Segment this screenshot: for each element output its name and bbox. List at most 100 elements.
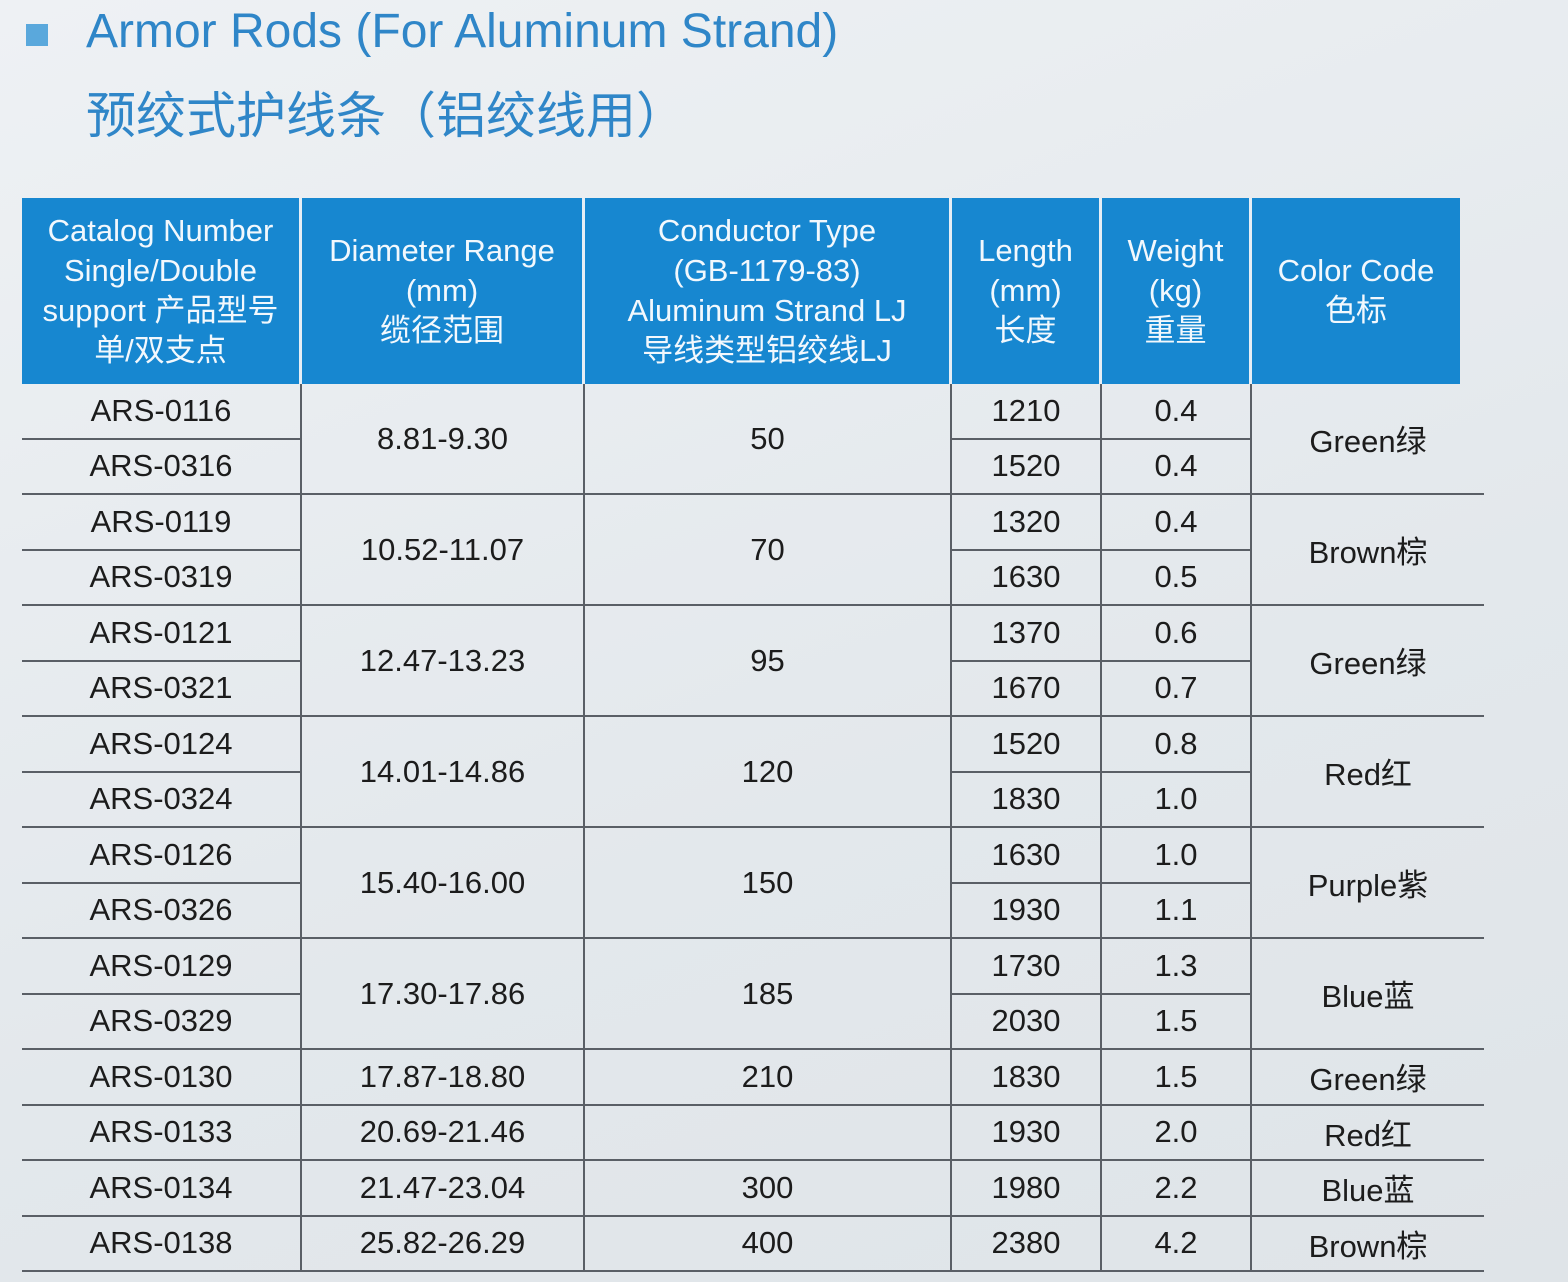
diameter-cell: 8.81-9.30 [302,384,585,495]
catalog-cell: ARS-0119 [22,495,302,551]
cell-text: 25.82-26.29 [359,1225,526,1261]
weight-cell: 1.0 [1102,828,1252,884]
cell-text: Diameter Range [329,233,555,268]
catalog-cell: ARS-0133 [22,1105,302,1161]
cell-text: Brown棕 [1308,1228,1428,1264]
cell-text: 1930 [991,892,1061,928]
catalog-cell: ARS-0316 [22,439,302,495]
weight-cell: 1.5 [1102,994,1252,1050]
weight-cell: 1.1 [1102,883,1252,939]
catalog-cell: ARS-0326 [22,883,302,939]
cell-text: 0.7 [1154,670,1198,706]
cell-text: Blue蓝 [1321,979,1415,1014]
cell-text: Blue蓝 [1321,1173,1415,1209]
cell-text: 1370 [991,614,1061,650]
conductor-cell: 185 [585,939,952,1050]
conductor-cell: 70 [585,495,952,606]
color-cell: Red红 [1252,717,1484,828]
length-cell: 1730 [952,939,1102,995]
cell-text: 缆径范围 [380,313,504,348]
conductor-cell: 95 [585,606,952,717]
cell-text: 8.81-9.30 [377,420,508,456]
catalog-cell: ARS-0329 [22,994,302,1050]
cell-text: 1.5 [1154,1003,1198,1039]
header-cell: Weight (kg) 重量 [1102,198,1252,384]
cell-text: ARS-0326 [89,892,233,928]
cell-text: Weight [1127,233,1224,268]
cell-text: ARS-0116 [90,392,232,428]
cell-text: Length [978,233,1073,268]
catalog-cell: ARS-0126 [22,828,302,884]
length-cell: 1930 [952,1105,1102,1161]
weight-cell: 4.2 [1102,1216,1252,1272]
color-cell: Blue蓝 [1252,1161,1484,1217]
cell-text: Catalog Number [47,213,274,248]
cell-text: 1670 [991,670,1061,706]
header-cell: Color Code 色标 [1252,198,1460,384]
header-cell: Conductor Type (GB-1179-83) Aluminum Stran… [585,198,952,384]
cell-text: ARS-0124 [89,725,233,761]
diameter-cell: 12.47-13.23 [302,606,585,717]
cell-text: 1.0 [1154,836,1198,872]
cell-text: 导线类型铝绞线LJ [642,333,892,368]
cell-text: ARS-0321 [89,670,233,706]
cell-text: ARS-0134 [89,1169,233,1205]
cell-text: 0.4 [1154,503,1198,539]
cell-text: 2030 [991,1003,1061,1039]
catalog-cell: ARS-0129 [22,939,302,995]
cell-text: ARS-0329 [89,1003,233,1039]
cell-text: 50 [750,420,785,456]
weight-cell: 2.0 [1102,1105,1252,1161]
header-cell: Catalog Number Single/Double support 产品型号单… [22,198,302,384]
cell-text: 185 [741,975,794,1011]
subtitle: 预绞式护线条（铝绞线用） [86,88,686,144]
cell-text: 0.4 [1154,392,1198,428]
diameter-cell: 15.40-16.00 [302,828,585,939]
weight-cell: 0.6 [1102,606,1252,662]
length-cell: 1520 [952,439,1102,495]
cell-text: ARS-0130 [89,1058,233,1094]
cell-text: support 产品型号 [42,293,279,328]
cell-text: ARS-0119 [90,503,232,539]
cell-text: 1.3 [1154,947,1198,983]
diameter-cell: 20.69-21.46 [302,1105,585,1161]
cell-text: (mm) [989,273,1062,308]
conductor-cell [585,1105,952,1161]
catalog-cell: ARS-0138 [22,1216,302,1272]
cell-text: 1730 [991,947,1061,983]
diameter-cell: 17.87-18.80 [302,1050,585,1106]
catalog-cell: ARS-0134 [22,1161,302,1217]
length-cell: 1210 [952,384,1102,440]
cell-text: Red红 [1324,1117,1412,1153]
catalog-cell: ARS-0324 [22,772,302,828]
cell-text: 1210 [991,392,1061,428]
cell-text: 1630 [991,836,1061,872]
cell-text: 2.0 [1154,1114,1198,1150]
length-cell: 1980 [952,1161,1102,1217]
cell-text: 长度 [994,313,1057,348]
cell-text: 1930 [991,1114,1061,1150]
color-cell: Red红 [1252,1106,1484,1161]
catalog-cell: ARS-0319 [22,550,302,606]
cell-text: ARS-0133 [89,1114,233,1150]
cell-text: ARS-0129 [89,947,233,983]
cell-text: ARS-0126 [89,836,233,872]
weight-cell: 2.2 [1102,1161,1252,1217]
cell-text: Green绿 [1309,646,1427,681]
weight-cell: 0.4 [1102,384,1252,440]
cell-text: 4.2 [1154,1225,1198,1261]
cell-text: 单/双支点 [94,333,227,368]
color-cell: Purple紫 [1252,828,1484,939]
cell-text: 1830 [991,781,1061,817]
color-cell: Brown棕 [1252,1217,1484,1272]
cell-text: Conductor Type [657,213,877,248]
cell-text: Brown棕 [1308,535,1428,570]
length-cell: 2380 [952,1216,1102,1272]
weight-cell: 1.3 [1102,939,1252,995]
conductor-cell: 50 [585,384,952,495]
cell-text: 300 [741,1169,794,1205]
cell-text: Aluminum Strand LJ [627,293,907,328]
color-cell: Blue蓝 [1252,939,1484,1050]
length-cell: 1320 [952,495,1102,551]
